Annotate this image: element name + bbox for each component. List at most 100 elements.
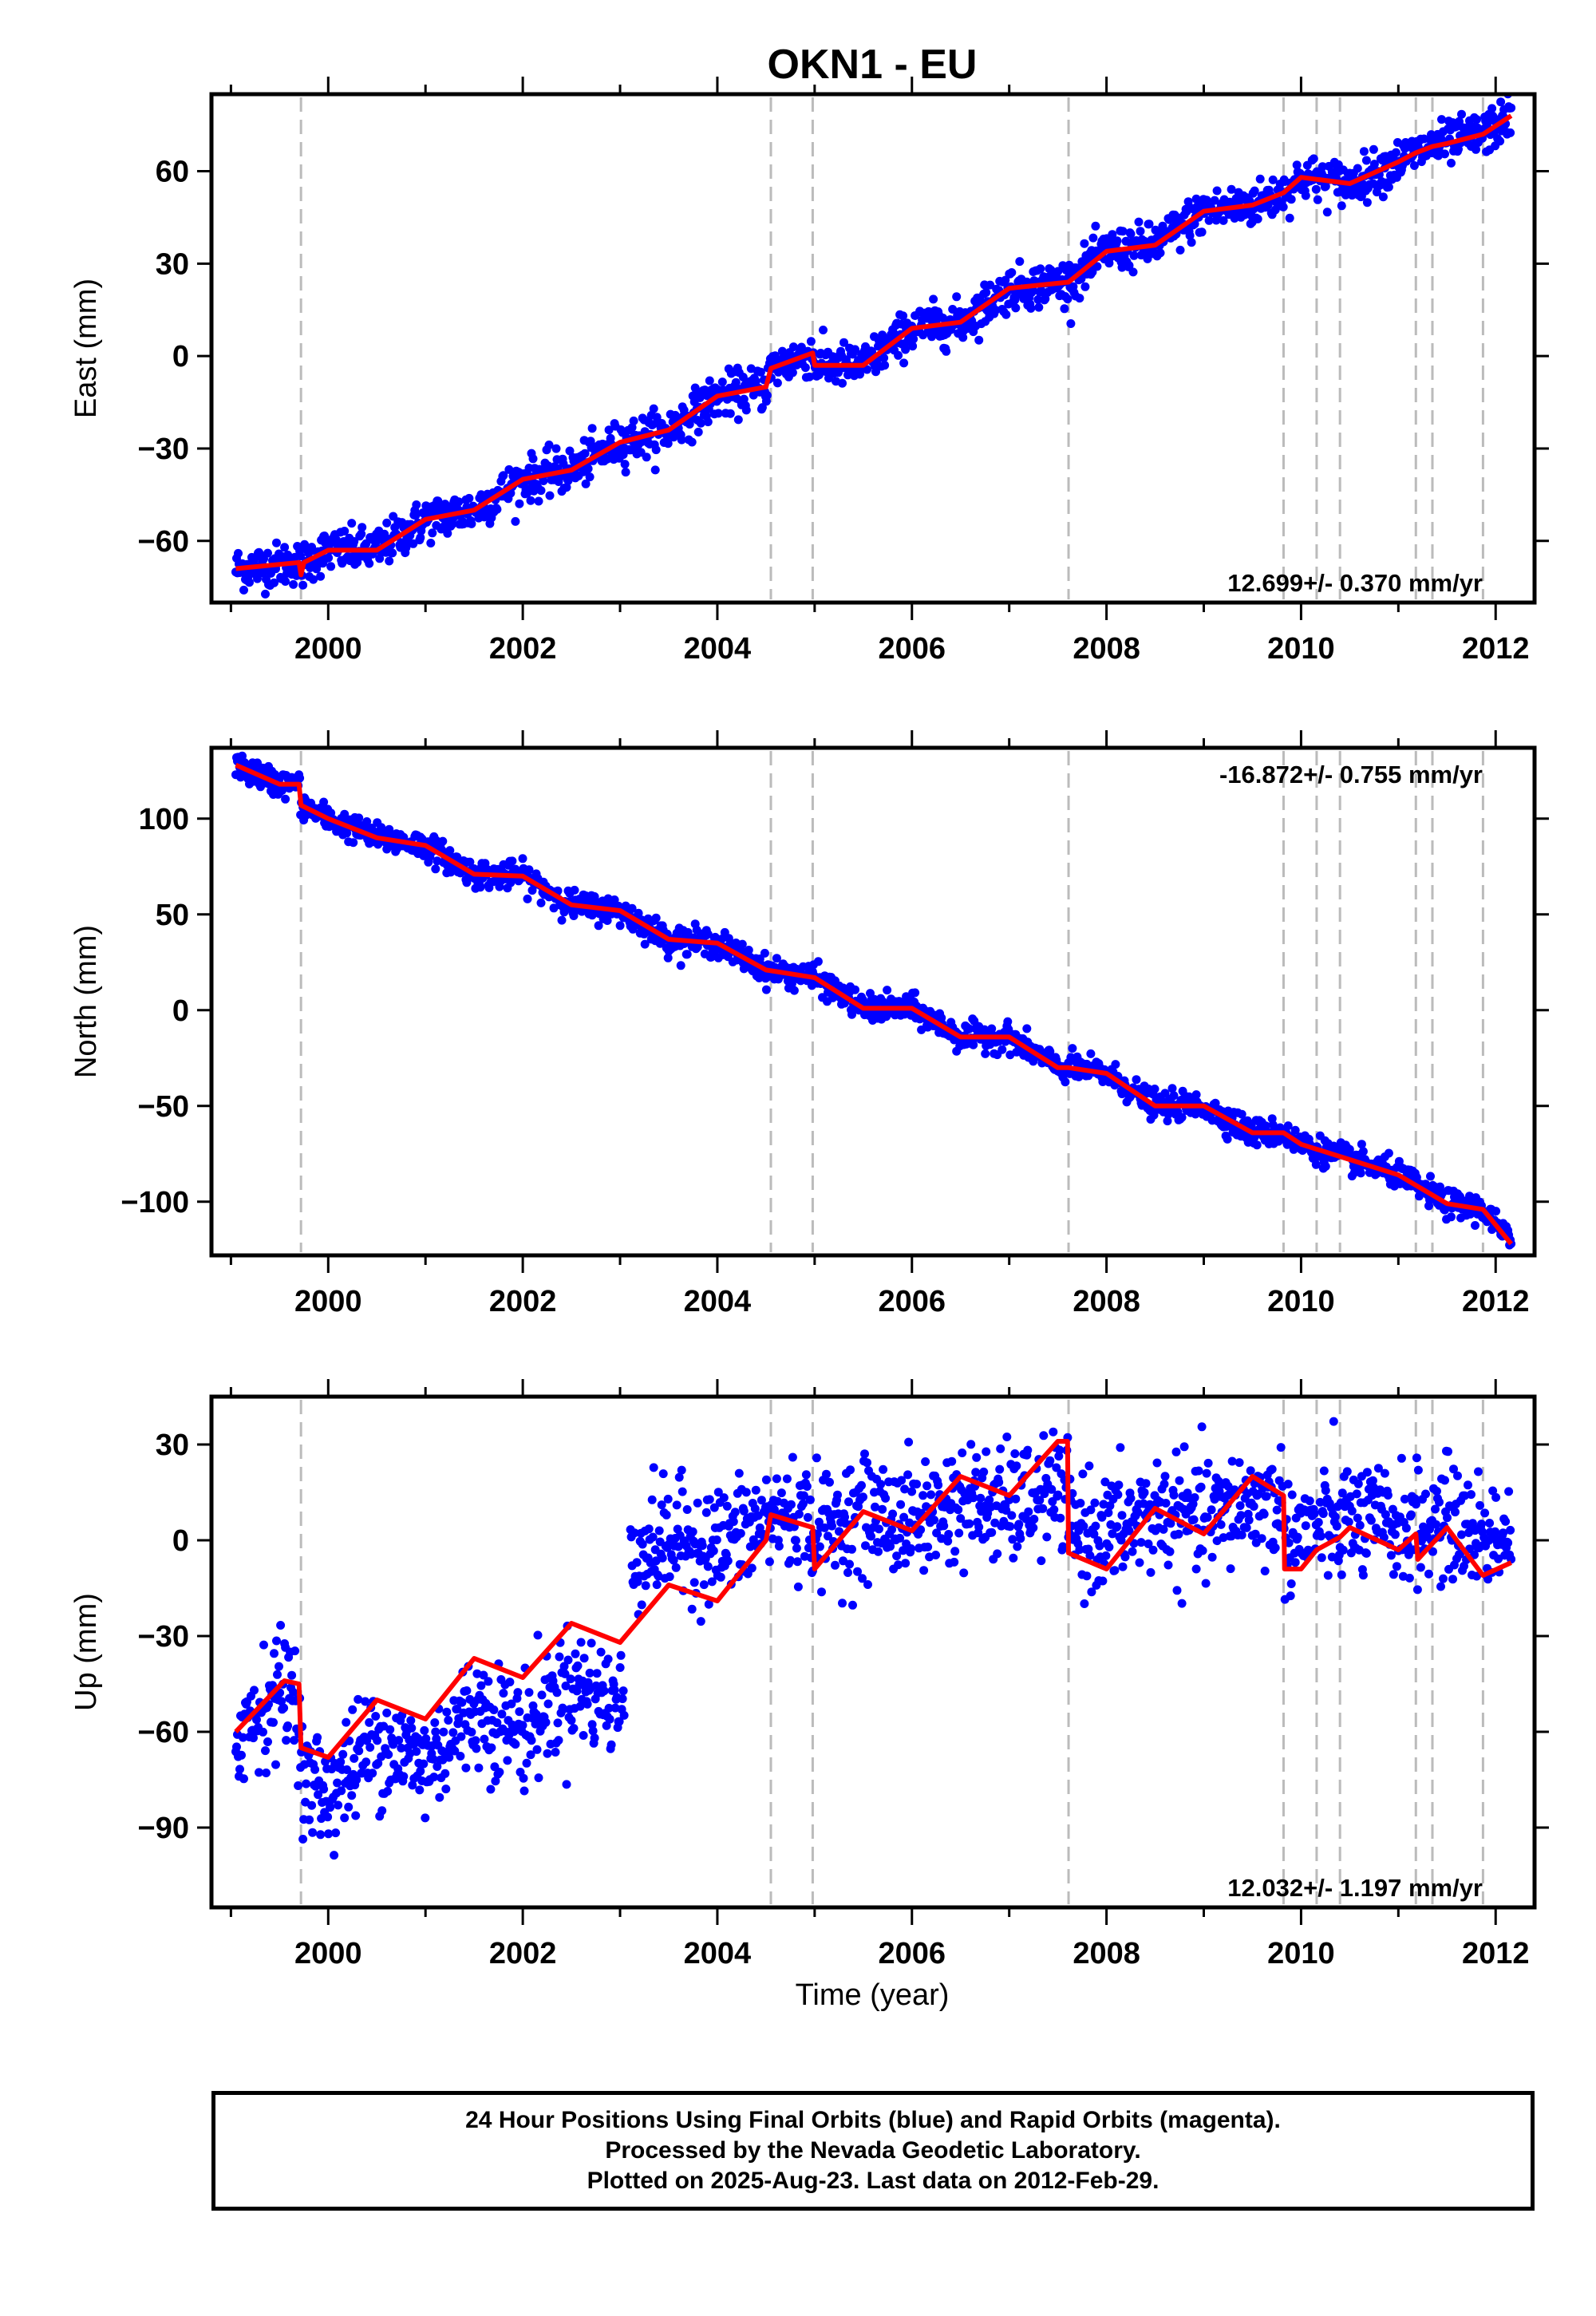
data-point xyxy=(756,367,765,377)
data-point xyxy=(563,1655,573,1665)
data-point xyxy=(1290,1558,1300,1567)
data-point xyxy=(817,1587,826,1597)
data-point xyxy=(1144,219,1154,229)
data-point xyxy=(1435,1497,1444,1507)
data-point xyxy=(1472,115,1481,124)
data-point xyxy=(966,1440,976,1449)
data-point xyxy=(1219,215,1228,225)
footer-line-orbits: 24 Hour Positions Using Final Orbits (bl… xyxy=(465,2107,1281,2133)
data-point xyxy=(234,548,243,558)
data-point xyxy=(1166,1519,1175,1528)
model-line-east xyxy=(235,113,1513,578)
data-point xyxy=(1472,144,1480,154)
y-tick-label: −60 xyxy=(138,525,189,559)
data-point xyxy=(641,1581,650,1591)
data-point xyxy=(1283,1480,1293,1489)
data-point xyxy=(741,405,751,415)
data-point xyxy=(838,378,847,388)
data-point xyxy=(340,1813,350,1823)
data-point xyxy=(384,1750,393,1759)
data-point xyxy=(553,1718,563,1728)
data-point xyxy=(1504,1487,1514,1496)
data-point xyxy=(1160,1089,1170,1098)
data-point xyxy=(1447,158,1456,168)
data-point xyxy=(1198,1546,1207,1555)
data-point xyxy=(388,548,397,558)
x-tick-label: 2004 xyxy=(684,1285,752,1318)
data-point xyxy=(585,472,595,482)
data-point xyxy=(1049,1505,1059,1515)
data-point xyxy=(1311,1160,1321,1169)
data-point xyxy=(375,554,385,563)
data-point xyxy=(1108,1529,1117,1539)
event-lines xyxy=(299,751,1484,1252)
data-point xyxy=(361,539,371,548)
data-point xyxy=(899,311,908,321)
data-point xyxy=(273,1670,282,1679)
data-point xyxy=(543,1699,553,1709)
data-point xyxy=(800,363,810,373)
data-point xyxy=(269,1717,278,1727)
data-point xyxy=(857,1480,866,1490)
data-point xyxy=(693,427,703,437)
data-point xyxy=(1078,1469,1088,1479)
data-point xyxy=(1244,1516,1254,1525)
data-point xyxy=(986,280,995,290)
data-point xyxy=(799,1491,808,1500)
data-point xyxy=(657,1500,666,1510)
data-point xyxy=(776,1488,786,1498)
data-point xyxy=(944,1530,954,1539)
data-point xyxy=(907,1487,917,1496)
data-point xyxy=(281,794,290,804)
data-point xyxy=(476,883,485,892)
data-point xyxy=(1379,1532,1389,1542)
data-point xyxy=(314,1790,323,1800)
data-point xyxy=(1179,1442,1189,1452)
data-point xyxy=(508,856,517,866)
data-point xyxy=(571,1649,580,1658)
data-point xyxy=(803,1512,812,1522)
data-point xyxy=(782,1474,792,1484)
data-point xyxy=(342,1717,351,1727)
data-point xyxy=(305,1815,314,1824)
data-point xyxy=(557,915,567,925)
data-point xyxy=(709,1503,719,1512)
data-point xyxy=(867,1531,875,1541)
data-point xyxy=(444,1716,453,1725)
data-point xyxy=(412,1747,421,1757)
data-point xyxy=(1212,186,1222,196)
data-point xyxy=(1356,1168,1365,1178)
data-point xyxy=(429,1773,439,1782)
data-point xyxy=(442,1707,452,1717)
data-point xyxy=(290,1736,299,1745)
data-point xyxy=(674,1472,684,1482)
data-point xyxy=(744,946,753,954)
data-point xyxy=(705,376,714,385)
data-point xyxy=(916,1525,926,1535)
data-point xyxy=(760,948,769,958)
data-point xyxy=(833,1490,842,1500)
x-tick-label: 2008 xyxy=(1073,1285,1140,1318)
data-point xyxy=(462,1686,472,1695)
data-point xyxy=(1112,1522,1122,1531)
data-point xyxy=(1058,1542,1068,1551)
data-point xyxy=(581,479,591,488)
data-point xyxy=(575,1701,585,1711)
data-point xyxy=(696,1617,705,1626)
data-point xyxy=(492,1718,502,1728)
data-point xyxy=(416,533,425,543)
data-point xyxy=(851,345,859,354)
data-point xyxy=(1118,227,1128,236)
data-point xyxy=(610,1686,619,1695)
data-point xyxy=(1089,1529,1099,1539)
data-point xyxy=(302,1779,311,1788)
data-point xyxy=(298,580,308,590)
data-point xyxy=(894,1560,903,1570)
data-point xyxy=(443,528,452,538)
data-point xyxy=(1347,1506,1357,1516)
data-point xyxy=(1001,310,1011,319)
data-point xyxy=(1140,1488,1149,1497)
data-point xyxy=(1488,1486,1498,1496)
data-point xyxy=(998,1045,1007,1054)
